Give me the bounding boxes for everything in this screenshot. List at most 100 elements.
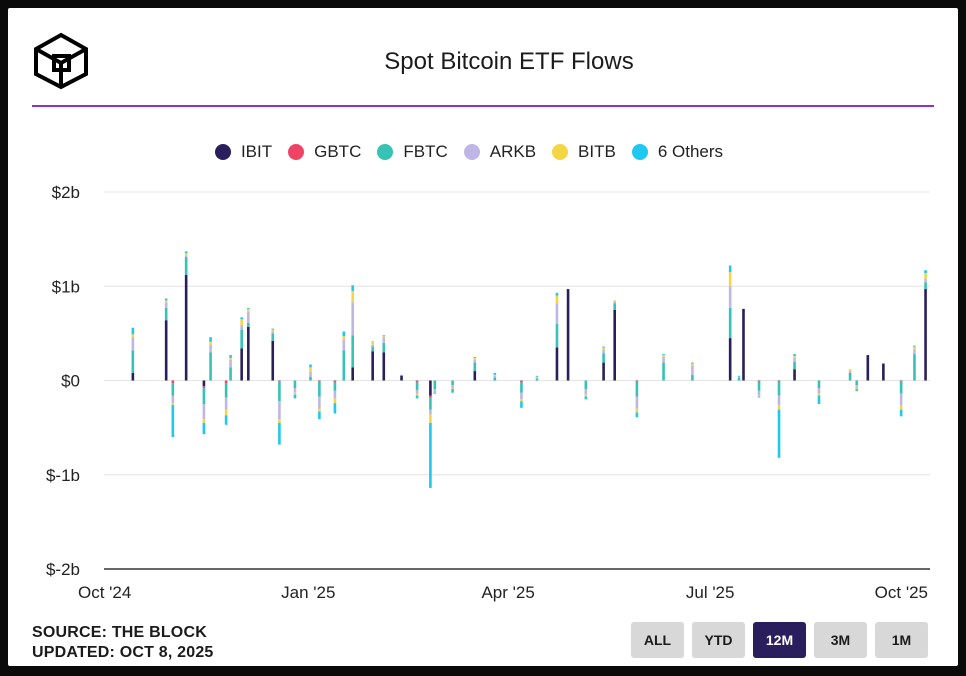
bar-segment-6-others	[247, 307, 250, 309]
bar-segment-fbtc	[451, 380, 454, 386]
bar-segment-bitb	[247, 308, 250, 312]
bar-segment-arkb	[184, 256, 188, 258]
legend-item[interactable]: BITB	[552, 142, 616, 162]
bar-segment-fbtc	[209, 352, 212, 381]
bar-segment-gbtc	[757, 380, 761, 382]
bar-segment-6-others	[131, 327, 135, 335]
bar-segment-6-others	[278, 422, 281, 445]
bar-segment-arkb	[247, 311, 250, 324]
bar-segment-ibit	[271, 340, 275, 381]
bar-segment-ibit	[555, 347, 559, 381]
y-tick-label: $1b	[52, 277, 80, 296]
bar-segment-fbtc	[333, 382, 337, 391]
bar-segment-bitb	[202, 419, 206, 423]
bar-segment-arkb	[342, 339, 346, 351]
bar-segment-fbtc	[635, 381, 639, 397]
bar-segment-bitb	[429, 414, 432, 423]
bar-segment-fbtc	[184, 257, 188, 275]
range-button-ytd[interactable]: YTD	[692, 622, 745, 658]
bar-segment-fbtc	[584, 380, 588, 389]
bar-segment-fbtc	[271, 333, 275, 341]
bar-segment-arkb	[817, 388, 821, 394]
bar-segment-arkb	[899, 393, 903, 406]
bar-segment-arkb	[415, 389, 419, 394]
source-label: SOURCE: THE BLOCK	[32, 624, 207, 641]
bar-segment-arkb	[229, 359, 232, 368]
bar-segment-fbtc	[415, 382, 419, 390]
bar-segment-bitb	[293, 392, 297, 395]
bar-segment-fbtc	[757, 381, 761, 391]
bar-segment-bitb	[333, 398, 337, 404]
bar-segment-6-others	[433, 392, 437, 394]
legend-swatch	[377, 144, 394, 160]
bar-segment-bitb	[309, 367, 312, 373]
bar-segment-arkb	[777, 395, 781, 406]
range-button-3m[interactable]: 3M	[814, 622, 867, 658]
legend-swatch	[214, 144, 231, 160]
bar-segment-6-others	[451, 388, 454, 393]
bar-segment-bitb	[229, 357, 232, 360]
bar-segment-arkb	[131, 337, 135, 351]
bar-segment-6-others	[473, 356, 477, 358]
bar-segment-fbtc	[278, 381, 281, 402]
bar-segment-6-others	[535, 375, 539, 377]
bar-segment-fbtc	[924, 282, 927, 290]
legend-item[interactable]: GBTC	[288, 142, 361, 162]
bar-segment-fbtc	[493, 377, 497, 381]
bar-segment-bitb	[777, 405, 781, 410]
bar-segment-bitb	[520, 399, 523, 402]
legend-item[interactable]: 6 Others	[631, 142, 723, 162]
bar-segment-arkb	[793, 357, 796, 362]
bar-segment-ibit	[882, 363, 885, 381]
bar-segment-6-others	[757, 396, 761, 398]
bar-segment-ibit	[202, 380, 206, 387]
bar-segment-fbtc	[691, 374, 694, 381]
bar-segment-gbtc	[333, 380, 337, 383]
bar-segment-bitb	[602, 347, 605, 350]
legend-label: IBIT	[240, 142, 273, 161]
legend-item[interactable]: FBTC	[377, 142, 448, 162]
bar-segment-arkb	[209, 344, 212, 353]
bar-segment-ibit	[613, 309, 616, 381]
bar-segment-gbtc	[278, 380, 281, 382]
bar-segment-6-others	[171, 405, 175, 438]
bar-segment-gbtc	[635, 380, 639, 382]
bar-segment-bitb	[662, 355, 665, 357]
range-button-all[interactable]: ALL	[631, 622, 684, 658]
bar-segment-6-others	[584, 396, 588, 400]
range-button-12m[interactable]: 12M	[753, 622, 806, 658]
y-tick-label: $2b	[52, 183, 80, 202]
bar-segment-fbtc	[309, 376, 312, 381]
x-tick-label: Apr '25	[481, 583, 534, 602]
range-button-1m[interactable]: 1M	[875, 622, 928, 658]
bar-segment-fbtc	[229, 367, 232, 381]
legend-swatch	[631, 144, 648, 160]
bar-segment-6-others	[493, 372, 497, 375]
bar-segment-fbtc	[202, 388, 206, 405]
bar-segment-fbtc	[899, 381, 903, 394]
bar-segment-ibit	[371, 351, 374, 381]
bar-segment-arkb	[271, 331, 275, 334]
bar-segment-arkb	[613, 301, 616, 304]
bar-segment-arkb	[913, 349, 916, 355]
bar-segment-arkb	[520, 392, 523, 400]
legend-item[interactable]: IBIT	[214, 142, 273, 162]
bar-segment-arkb	[493, 375, 497, 378]
bar-segment-bitb	[473, 357, 477, 360]
bar-segment-6-others	[293, 394, 297, 399]
updated-label: UPDATED: OCT 8, 2025	[32, 644, 214, 661]
x-tick-label: Oct '25	[875, 583, 928, 602]
bar-segment-gbtc	[415, 380, 419, 383]
bar-segment-6-others	[224, 415, 228, 425]
legend-swatch	[463, 144, 480, 160]
legend-item[interactable]: ARKB	[463, 142, 536, 162]
bar-segment-bitb	[224, 409, 228, 416]
bar-segment-6-others	[309, 364, 312, 368]
bar-segment-ibit	[184, 274, 188, 381]
bar-segment-ibit	[247, 326, 250, 381]
bar-segment-gbtc	[318, 380, 321, 382]
bar-segment-arkb	[737, 376, 741, 378]
bar-segment-bitb	[899, 405, 903, 410]
bar-segment-bitb	[613, 300, 616, 302]
bar-segment-bitb	[342, 336, 346, 340]
